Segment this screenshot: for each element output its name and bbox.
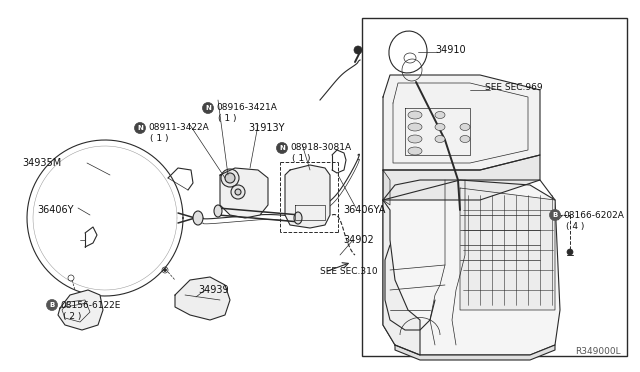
Bar <box>362 18 627 356</box>
Polygon shape <box>285 165 330 228</box>
Circle shape <box>202 103 214 113</box>
Text: 08916-3421A: 08916-3421A <box>216 103 277 112</box>
Polygon shape <box>395 345 555 360</box>
Polygon shape <box>220 168 268 218</box>
Text: N: N <box>137 125 143 131</box>
Polygon shape <box>175 277 230 320</box>
Text: 34939: 34939 <box>198 285 228 295</box>
Circle shape <box>163 269 166 272</box>
Ellipse shape <box>408 123 422 131</box>
Ellipse shape <box>294 212 302 224</box>
Circle shape <box>47 299 58 311</box>
Circle shape <box>567 249 573 255</box>
Ellipse shape <box>435 135 445 142</box>
Text: 34902: 34902 <box>343 235 374 245</box>
Polygon shape <box>383 75 540 170</box>
Text: R349000L: R349000L <box>575 347 621 356</box>
Ellipse shape <box>193 211 203 225</box>
Ellipse shape <box>214 205 222 217</box>
Text: SEE SEC.310: SEE SEC.310 <box>320 267 378 276</box>
Text: 31913Y: 31913Y <box>248 123 285 133</box>
Text: ( 1 ): ( 1 ) <box>150 135 168 144</box>
Ellipse shape <box>460 135 470 142</box>
Text: B: B <box>49 302 54 308</box>
Text: B: B <box>552 212 557 218</box>
Text: ( 4 ): ( 4 ) <box>566 221 584 231</box>
Text: ( 1 ): ( 1 ) <box>292 154 310 164</box>
Text: N: N <box>279 145 285 151</box>
Text: 08166-6202A: 08166-6202A <box>563 211 624 219</box>
Polygon shape <box>383 200 420 355</box>
Text: 08156-6122E: 08156-6122E <box>60 301 120 310</box>
Circle shape <box>235 189 241 195</box>
Text: N: N <box>205 105 211 111</box>
Text: SEE SEC.969: SEE SEC.969 <box>485 83 543 93</box>
Text: 34935M: 34935M <box>22 158 61 168</box>
Polygon shape <box>383 155 540 200</box>
Ellipse shape <box>408 147 422 155</box>
Text: 34910: 34910 <box>435 45 466 55</box>
Text: 08911-3422A: 08911-3422A <box>148 124 209 132</box>
Ellipse shape <box>435 124 445 131</box>
Circle shape <box>231 185 245 199</box>
Text: ( 1 ): ( 1 ) <box>218 115 237 124</box>
Text: 36406Y: 36406Y <box>37 205 74 215</box>
Text: ( 2 ): ( 2 ) <box>63 311 81 321</box>
Polygon shape <box>383 180 560 355</box>
Circle shape <box>225 173 235 183</box>
Polygon shape <box>460 188 555 310</box>
Circle shape <box>550 209 561 221</box>
Ellipse shape <box>408 135 422 143</box>
Circle shape <box>354 46 362 54</box>
Circle shape <box>276 142 287 154</box>
Ellipse shape <box>460 124 470 131</box>
Text: 36406YA: 36406YA <box>343 205 385 215</box>
Polygon shape <box>58 290 103 330</box>
Circle shape <box>221 169 239 187</box>
Polygon shape <box>383 170 390 205</box>
Ellipse shape <box>408 111 422 119</box>
Circle shape <box>134 122 145 134</box>
Text: 08918-3081A: 08918-3081A <box>290 144 351 153</box>
Ellipse shape <box>435 112 445 119</box>
